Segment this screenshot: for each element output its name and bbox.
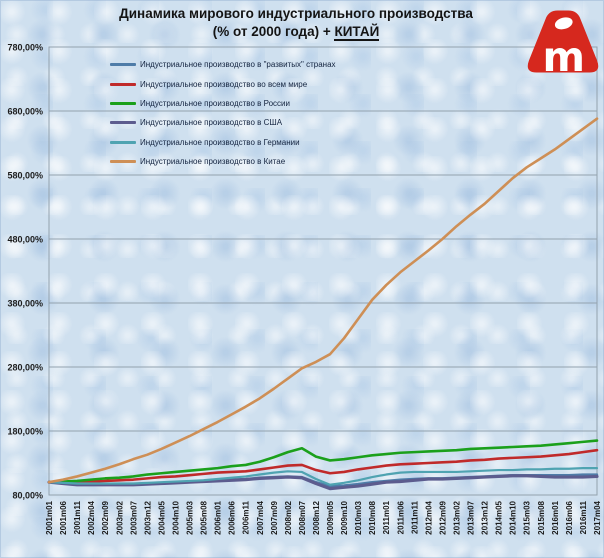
x-axis-tick-label: 2009m10 (340, 500, 349, 534)
legend-label: Индустриальное производство в России (140, 98, 290, 108)
legend-label: Индустриальное производство во всем мире (140, 79, 308, 89)
y-axis-tick-label: 380,00% (7, 299, 43, 309)
y-axis-tick-label: 280,00% (7, 363, 43, 373)
chart-title-china: КИТАЙ (334, 24, 380, 41)
x-axis-tick-label: 2001m01 (45, 500, 54, 534)
x-axis-tick-label: 2007m04 (256, 500, 265, 534)
svg-text:m: m (542, 33, 585, 74)
legend-item: Индустриальное производство во всем мире (110, 74, 336, 93)
legend-label: Индустриальное производство в "развитых"… (140, 60, 336, 70)
legend-item: Индустриальное производство в Китае (110, 152, 336, 171)
x-axis-tick-label: 2017m04 (593, 500, 602, 534)
series-line-5 (47, 117, 599, 484)
x-axis-tick-label: 2011m01 (382, 500, 391, 534)
x-axis-tick-label: 2016m01 (551, 500, 560, 534)
legend-line-swatch-icon (110, 160, 136, 164)
x-axis-tick-label: 2005m08 (200, 500, 209, 534)
x-axis-tick-label: 2013m07 (467, 500, 476, 534)
x-axis-tick-label: 2003m07 (129, 500, 138, 534)
x-axis-tick-label: 2011m11 (410, 500, 419, 533)
legend-line-swatch-icon (110, 63, 136, 67)
y-axis-tick-label: 80,00% (12, 491, 43, 501)
legend-line-swatch-icon (110, 101, 136, 105)
legend-line-swatch-icon (110, 82, 136, 86)
x-axis-tick-label: 2015m03 (523, 500, 532, 534)
legend-label: Индустриальное производство в Китае (140, 157, 286, 167)
x-axis-tick-label: 2001m11 (73, 500, 82, 534)
x-axis-tick-label: 2003m12 (143, 500, 152, 534)
x-axis-tick-label: 2006m01 (214, 500, 223, 534)
legend-item: Индустриальное производство в России (110, 94, 336, 113)
x-axis-tick-label: 2001m06 (59, 500, 68, 534)
x-axis-tick-label: 2014m10 (509, 500, 518, 534)
x-axis-tick-label: 2014m05 (495, 500, 504, 534)
y-axis-tick-label: 780,00% (7, 43, 43, 53)
x-axis-tick-label: 2016m06 (565, 500, 574, 534)
legend-item: Индустриальное производство в США (110, 113, 336, 132)
chart-title-line2-prefix: (% от 2000 года) + (212, 24, 335, 39)
legend-item: Индустриальное производство в Германии (110, 133, 336, 152)
x-axis-tick-label: 2002m09 (101, 500, 110, 534)
y-axis-tick-label: 680,00% (7, 107, 43, 117)
x-axis-tick-label: 2010m03 (354, 500, 363, 534)
chart-title: Динамика мирового индустриального произв… (0, 5, 592, 41)
legend-line-swatch-icon (110, 140, 136, 144)
chart-title-line1: Динамика мирового индустриального произв… (119, 6, 473, 21)
x-axis-tick-label: 2008m07 (298, 500, 307, 534)
x-axis-tick-label: 2015m08 (537, 500, 546, 534)
x-axis-tick-label: 2008m12 (312, 500, 321, 534)
x-axis-tick-label: 2013m02 (452, 500, 461, 534)
y-axis-tick-label: 480,00% (7, 235, 43, 245)
y-axis-tick-label: 580,00% (7, 171, 43, 181)
legend-label: Индустриальное производство в США (140, 118, 283, 128)
x-axis-tick-label: 2005m03 (186, 500, 195, 534)
series-line-2 (47, 439, 599, 484)
series-line-1 (47, 448, 599, 484)
legend-label: Индустриальное производство в Германии (140, 137, 300, 147)
x-axis-tick-label: 2016m11 (579, 500, 588, 534)
x-axis-tick-label: 2012m04 (424, 500, 433, 534)
chart-title-line2: (% от 2000 года) + КИТАЙ (0, 23, 592, 41)
chart-legend: Индустриальное производство в "развитых"… (110, 55, 336, 171)
x-axis-tick-label: 2009m05 (326, 500, 335, 534)
legend-line-swatch-icon (110, 121, 136, 125)
x-axis-tick-label: 2006m11 (242, 500, 251, 534)
series-line-4 (47, 467, 599, 486)
y-axis-tick-label: 180,00% (7, 427, 43, 437)
x-axis-tick-label: 2013m12 (481, 500, 490, 534)
x-axis-tick-label: 2011m06 (396, 500, 405, 534)
x-axis-tick-label: 2004m10 (171, 500, 180, 534)
x-axis-tick-label: 2012m09 (438, 500, 447, 534)
legend-item: Индустриальное производство в "развитых"… (110, 55, 336, 74)
x-axis-tick-label: 2006m06 (228, 500, 237, 534)
aftershock-logo-icon: m (527, 10, 599, 74)
x-axis-tick-label: 2010m08 (368, 500, 377, 534)
x-axis-tick-label: 2004m05 (157, 500, 166, 534)
series-line-3 (47, 474, 599, 491)
x-axis-tick-label: 2007m09 (270, 500, 279, 534)
x-axis-tick-label: 2008m02 (284, 500, 293, 534)
x-axis-tick-label: 2003m02 (115, 500, 124, 534)
plot-border (48, 46, 598, 496)
x-axis-tick-label: 2002m04 (87, 500, 96, 534)
